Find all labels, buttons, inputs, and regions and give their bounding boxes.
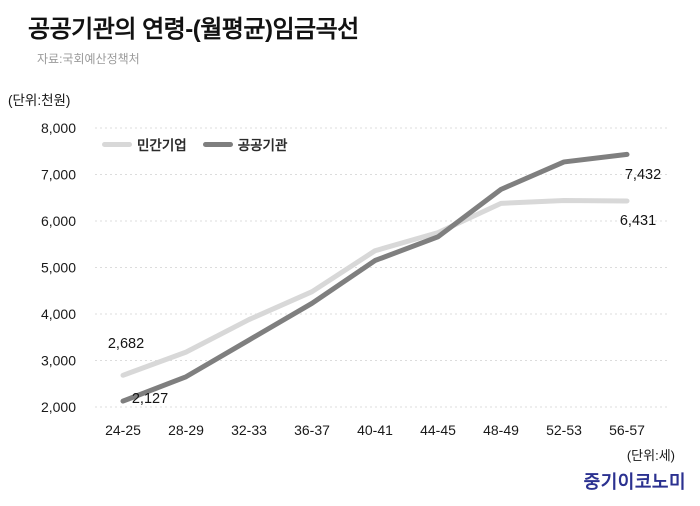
svg-text:2,000: 2,000: [41, 399, 76, 415]
svg-text:44-45: 44-45: [420, 422, 456, 438]
legend-item-private: 민간기업: [102, 134, 187, 154]
svg-text:32-33: 32-33: [231, 422, 267, 438]
svg-text:3,000: 3,000: [41, 353, 76, 369]
svg-text:40-41: 40-41: [357, 422, 393, 438]
svg-text:5,000: 5,000: [41, 260, 76, 276]
y-axis-unit-label: (단위:천원): [8, 93, 71, 108]
legend-label-private: 민간기업: [137, 138, 187, 153]
line-swatch-private: [102, 141, 132, 147]
svg-text:52-53: 52-53: [546, 422, 582, 438]
svg-text:48-49: 48-49: [483, 422, 519, 438]
x-axis-unit-label: (단위:세): [626, 448, 675, 463]
svg-text:28-29: 28-29: [168, 422, 204, 438]
legend-label-public: 공공기관: [237, 138, 288, 153]
data-label: 6,431: [619, 212, 657, 229]
svg-text:4,000: 4,000: [41, 306, 76, 322]
source-label: 자료:국회예산정책처: [37, 52, 140, 66]
publisher-logo: 중기이코노미: [583, 472, 686, 492]
svg-text:24-25: 24-25: [105, 422, 141, 438]
svg-text:56-57: 56-57: [609, 422, 645, 438]
svg-text:7,000: 7,000: [41, 167, 76, 183]
svg-text:36-37: 36-37: [294, 422, 330, 438]
data-label: 7,432: [624, 167, 662, 184]
legend-item-public: 공공기관: [202, 134, 288, 154]
page-title: 공공기관의 연령-(월평균)임금곡선: [28, 16, 359, 43]
line-swatch-public: [202, 141, 233, 147]
chart-legend: 민간기업 공공기관: [102, 134, 287, 154]
data-label: 2,682: [107, 336, 145, 353]
svg-text:6,000: 6,000: [41, 213, 76, 229]
data-label: 2,127: [131, 391, 169, 408]
svg-text:8,000: 8,000: [41, 120, 76, 136]
